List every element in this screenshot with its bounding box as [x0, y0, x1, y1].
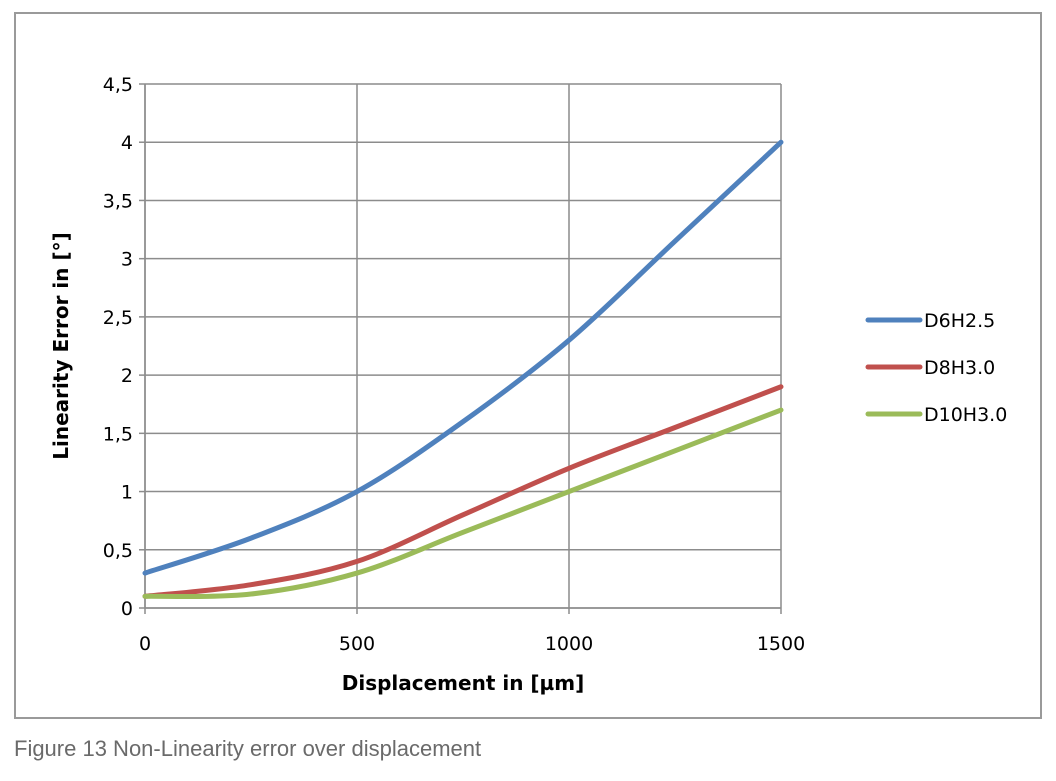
y-tick-label: 1: [121, 482, 133, 504]
y-axis-title: Linearity Error in [°]: [49, 232, 73, 459]
x-tick-label: 0: [139, 633, 151, 655]
series-line-d8h3-0: [142, 384, 784, 599]
grid: [139, 83, 782, 614]
y-tick-label: 4,5: [103, 74, 133, 96]
y-tick-label: 3,5: [103, 190, 133, 212]
series-line-d6h2-5: [142, 139, 784, 576]
x-tick-label: 500: [339, 633, 375, 655]
x-axis-title: Displacement in [µm]: [342, 671, 585, 695]
y-tick-label: 2: [121, 365, 133, 387]
x-axis-ticks: 0 500 1000 1500: [139, 633, 805, 655]
legend-label: D10H3.0: [924, 404, 1007, 426]
y-tick-label: 1,5: [103, 423, 133, 445]
y-tick-label: 4: [121, 132, 133, 154]
y-tick-label: 0,5: [103, 540, 133, 562]
x-tick-label: 1000: [545, 633, 593, 655]
series-lines: [142, 139, 784, 600]
figure-caption: Figure 13 Non-Linearity error over displ…: [14, 736, 482, 761]
chart-frame: 0 0,5 1 1,5 2 2,5 3 3,5 4 4,5 0 500 1000 1500 Linear…: [14, 12, 1042, 719]
line-chart: 0 0,5 1 1,5 2 2,5 3 3,5 4 4,5 0 500 1000 1500 Linear…: [49, 74, 1007, 695]
legend-label: D8H3.0: [924, 357, 995, 379]
y-tick-label: 0: [121, 598, 133, 620]
legend: D6H2.5 D8H3.0 D10H3.0: [865, 310, 1007, 426]
legend-label: D6H2.5: [924, 310, 995, 332]
y-axis-ticks: 0 0,5 1 1,5 2 2,5 3 3,5 4 4,5: [103, 74, 133, 620]
y-tick-label: 2,5: [103, 307, 133, 329]
y-tick-label: 3: [121, 249, 133, 271]
x-tick-label: 1500: [757, 633, 805, 655]
series-line-d10h3-0: [142, 407, 784, 600]
